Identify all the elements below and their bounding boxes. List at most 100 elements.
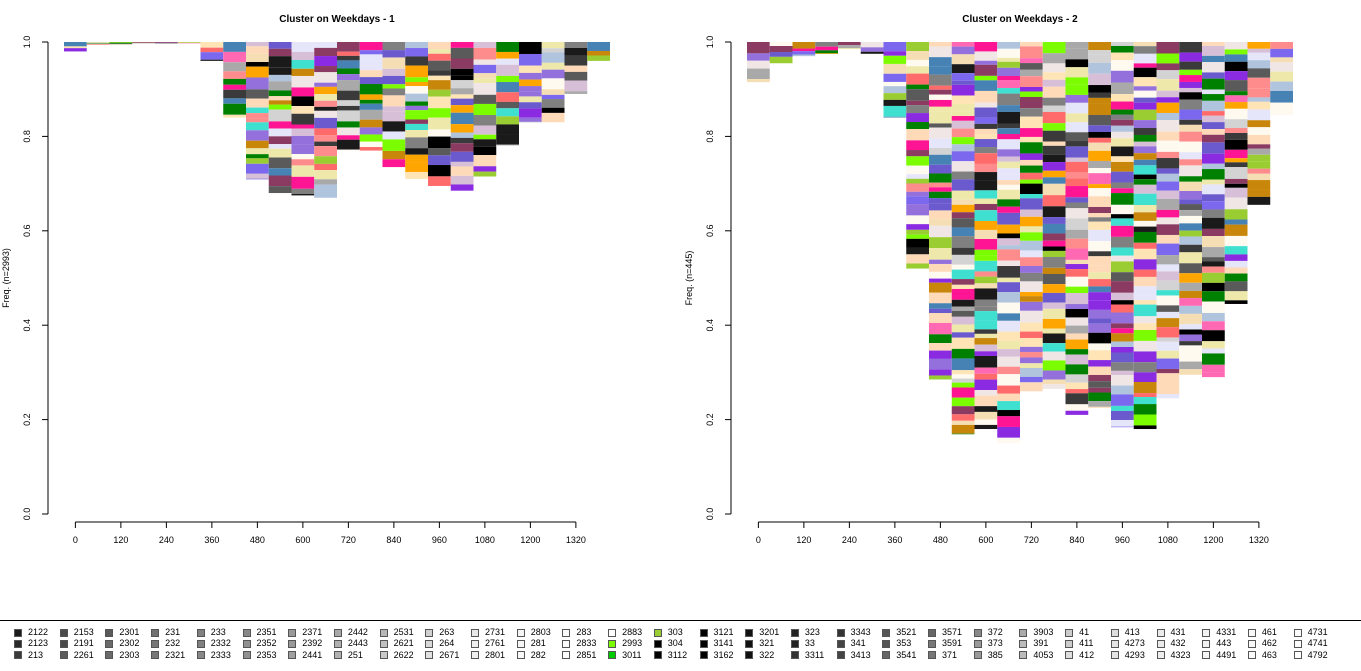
bar-segment: [64, 46, 87, 49]
legend-swatch: [1156, 651, 1165, 660]
x-tick-label: 120: [796, 535, 811, 545]
bar-segment: [1020, 179, 1043, 184]
bar-segment: [496, 108, 519, 117]
bar-segment: [1224, 197, 1248, 210]
bar-segment: [450, 98, 474, 106]
bar-segment: [382, 139, 406, 151]
bar-segment: [1270, 81, 1293, 91]
bar-segment: [382, 50, 406, 58]
bar-segment: [405, 171, 428, 179]
bar-segment: [974, 203, 998, 211]
bar-segment: [929, 248, 952, 260]
bar-segment: [1133, 153, 1157, 160]
bar-segment: [496, 42, 519, 52]
bar-segment: [1156, 358, 1180, 369]
bar-segment: [1088, 406, 1111, 408]
bar-segment: [1133, 97, 1157, 103]
legend-item: 232: [151, 638, 180, 649]
bar-segment: [177, 42, 201, 44]
bar-segment: [883, 86, 907, 94]
bar-segment: [1202, 348, 1225, 354]
bar-segment: [1270, 109, 1293, 116]
bar-segment: [951, 414, 975, 421]
bar-segment: [1065, 317, 1089, 326]
bar-segment: [792, 54, 816, 57]
bar-segment: [268, 168, 292, 176]
bar-segment: [268, 121, 292, 129]
legend-swatch: [562, 628, 571, 637]
bar-segment: [997, 61, 1020, 68]
bar-segment: [1247, 109, 1271, 121]
bar-segment: [314, 179, 337, 185]
bar-segment: [1020, 368, 1043, 377]
bar-segment: [314, 141, 337, 147]
legend-label: 372: [987, 627, 1003, 637]
bar-segment: [1133, 77, 1157, 87]
bar-segment: [997, 401, 1020, 411]
legend-swatch: [836, 628, 845, 637]
bar-column-1-5: [177, 42, 201, 44]
legend-item: 4331: [1202, 627, 1236, 638]
bar-segment: [1111, 281, 1134, 293]
bar-segment: [1156, 271, 1180, 281]
bar-segment: [541, 62, 565, 70]
bar-segment: [314, 117, 337, 129]
bar-segment: [1156, 181, 1180, 191]
bar-segment: [1179, 61, 1202, 70]
legend-item: 2392: [288, 638, 322, 649]
bar-segment: [974, 333, 998, 339]
bar-segment: [246, 118, 269, 123]
bar-segment: [1065, 48, 1089, 60]
legend-item: 2531: [379, 627, 414, 638]
legend-swatch: [151, 651, 160, 660]
bar-segment: [951, 306, 975, 311]
bar-segment: [906, 73, 929, 85]
bar-segment: [929, 106, 952, 112]
bar-segment: [1042, 292, 1066, 303]
bar-segment: [291, 188, 315, 194]
x-tick-label: 1080: [475, 535, 495, 545]
y-tick-label: 0.8: [22, 130, 32, 143]
legend-item: 461: [1247, 627, 1277, 638]
bar-segment: [1156, 120, 1180, 132]
bar-segment: [1111, 45, 1134, 53]
legend-item: 413: [1110, 627, 1140, 638]
bar-segment: [1065, 113, 1089, 123]
bar-segment: [1065, 102, 1089, 114]
bar-segment: [906, 156, 929, 166]
bar-segment: [1224, 102, 1248, 109]
bar-segment: [1042, 379, 1066, 385]
bar-segment: [405, 130, 428, 138]
legend-item: 412: [1065, 650, 1094, 661]
bar-segment: [337, 135, 360, 140]
bar-segment: [359, 77, 383, 85]
bar-segment: [1247, 42, 1271, 49]
legend-swatch: [882, 639, 891, 648]
bar-segment: [1247, 60, 1271, 69]
bar-segment: [1224, 300, 1248, 304]
bar-segment: [1042, 183, 1066, 196]
bar-segment: [997, 161, 1020, 169]
bar-segment: [1179, 69, 1202, 76]
bar-segment: [1088, 387, 1111, 393]
bar-segment: [1224, 183, 1248, 188]
bar-segment: [1042, 274, 1066, 285]
bar-segment: [223, 78, 246, 85]
bar-segment: [906, 89, 929, 101]
bar-segment: [1133, 300, 1157, 305]
bar-segment: [951, 254, 975, 265]
legend-item: 373: [973, 638, 1003, 649]
bar-segment: [1156, 131, 1180, 141]
y-axis-label-2: Freq. (n=445): [684, 251, 694, 306]
bar-segment: [450, 105, 474, 113]
bar-segment: [974, 123, 998, 129]
bar-segment: [1133, 276, 1157, 287]
bar-segment: [268, 109, 292, 122]
bar-segment: [382, 42, 406, 51]
bar-segment: [974, 60, 998, 65]
bar-segment: [1088, 97, 1111, 104]
bar-segment: [428, 129, 451, 137]
bar-segment: [974, 64, 998, 76]
bar-segment: [929, 259, 952, 264]
legend-item: 385: [973, 650, 1003, 661]
